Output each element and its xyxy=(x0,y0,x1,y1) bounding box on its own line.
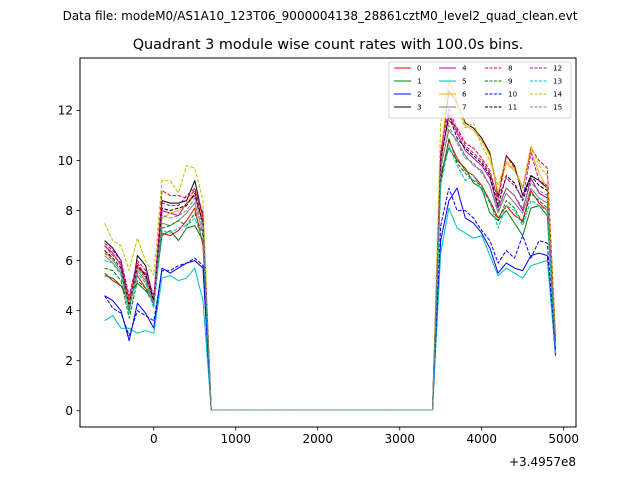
legend-label-8: 8 xyxy=(508,64,513,73)
legend-label-0: 0 xyxy=(417,64,422,73)
legend-label-3: 3 xyxy=(417,103,422,112)
legend-label-4: 4 xyxy=(462,64,467,73)
x-tick-label: 0 xyxy=(150,432,158,446)
series-line-15 xyxy=(104,125,556,411)
x-tick-label: 2000 xyxy=(302,432,333,446)
y-tick-label: 6 xyxy=(65,254,73,268)
y-tick-label: 2 xyxy=(65,354,73,368)
legend-frame xyxy=(388,61,572,119)
legend-label-5: 5 xyxy=(462,77,467,86)
legend-label-10: 10 xyxy=(508,90,518,99)
legend-label-11: 11 xyxy=(508,103,517,112)
legend-label-1: 1 xyxy=(417,77,422,86)
x-offset-label: +3.4957e8 xyxy=(509,455,576,469)
y-tick-label: 4 xyxy=(65,304,73,318)
legend-label-9: 9 xyxy=(508,77,513,86)
x-tick-label: 4000 xyxy=(466,432,497,446)
series-line-8 xyxy=(104,120,556,411)
legend-label-6: 6 xyxy=(462,90,467,99)
y-tick-label: 0 xyxy=(65,404,73,418)
plot-area xyxy=(79,57,577,428)
figure-suptitle: Data file: modeM0/AS1A10_123T06_90000041… xyxy=(63,9,578,23)
legend-label-7: 7 xyxy=(462,103,467,112)
axes-frame xyxy=(79,57,577,428)
series-layer xyxy=(104,77,556,411)
y-tick-label: 12 xyxy=(58,104,73,118)
y-tick-label: 10 xyxy=(58,154,73,168)
legend-label-13: 13 xyxy=(553,77,562,86)
legend-label-12: 12 xyxy=(553,64,562,73)
legend-label-2: 2 xyxy=(417,90,422,99)
legend-label-14: 14 xyxy=(553,90,563,99)
ticks-layer: 0 1000 2000 3000 4000 5000 0 2 4 6 8 10 12 xyxy=(58,104,579,446)
x-tick-label: 3000 xyxy=(384,432,415,446)
y-tick-label: 8 xyxy=(65,204,73,218)
x-tick-label: 5000 xyxy=(548,432,579,446)
series-line-11 xyxy=(104,115,556,411)
x-tick-label: 1000 xyxy=(220,432,251,446)
chart-title: Quadrant 3 module wise count rates with … xyxy=(133,37,524,53)
legend-label-15: 15 xyxy=(553,103,562,112)
